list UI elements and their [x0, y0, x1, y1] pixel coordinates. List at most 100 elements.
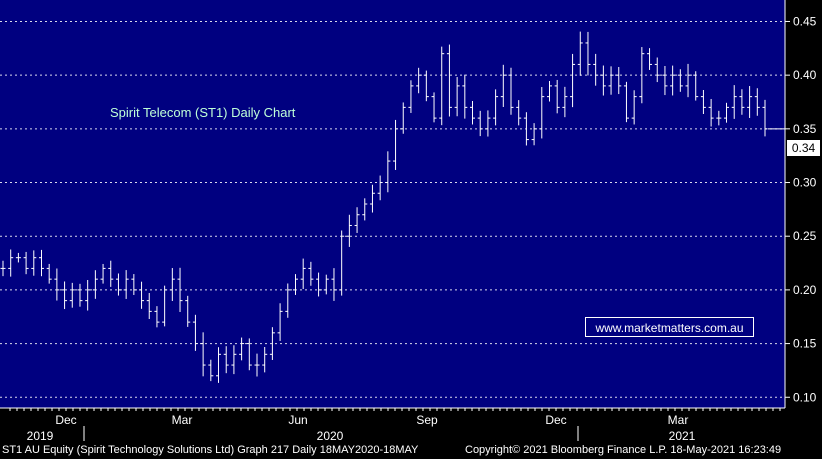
price-bar	[485, 110, 491, 137]
price-bar	[292, 274, 298, 295]
price-bar	[654, 57, 660, 83]
price-bar	[77, 283, 83, 307]
footer-security-info: ST1 AU Equity (Spirit Technology Solutio…	[2, 444, 419, 456]
website-watermark: www.marketmatters.com.au	[585, 317, 754, 337]
price-bar	[708, 98, 714, 127]
price-bar	[724, 102, 730, 123]
price-bar	[385, 151, 391, 193]
price-bar	[470, 100, 476, 125]
price-bar	[516, 100, 522, 126]
price-bar	[31, 250, 37, 276]
price-bar	[239, 337, 245, 361]
price-bar	[570, 53, 576, 108]
y-axis-strip	[785, 0, 822, 408]
y-tick-label: 0.45	[793, 14, 817, 28]
price-bar	[423, 70, 429, 102]
price-bar	[416, 67, 422, 94]
price-bar	[38, 249, 44, 277]
price-bar	[523, 112, 529, 146]
price-bar	[177, 267, 183, 312]
price-bar	[316, 272, 322, 297]
price-bar	[169, 268, 175, 302]
x-year-label: 2021	[669, 429, 696, 443]
price-bar	[192, 314, 198, 351]
price-bar	[15, 252, 21, 263]
price-bar	[546, 81, 552, 102]
footer-bar: ST1 AU Equity (Spirit Technology Solutio…	[0, 441, 822, 459]
price-bar	[747, 86, 753, 118]
price-bar	[531, 123, 537, 146]
price-bar	[739, 89, 745, 115]
price-bar	[439, 46, 445, 126]
price-bar	[554, 79, 560, 114]
price-bar	[154, 306, 160, 328]
price-bar	[131, 274, 137, 295]
price-bar	[693, 71, 699, 101]
price-bar	[162, 285, 168, 327]
price-bar	[647, 48, 653, 70]
price-bar	[200, 332, 206, 377]
price-bar	[716, 110, 722, 126]
price-bar	[23, 251, 29, 275]
x-month-label: Sep	[416, 413, 438, 427]
price-bar	[285, 283, 291, 318]
x-month-label: Jun	[288, 413, 307, 427]
price-bar	[508, 67, 514, 115]
footer-copyright: Copyright© 2021 Bloomberg Finance L.P. 1…	[465, 444, 782, 456]
x-month-label: Mar	[668, 413, 689, 427]
y-tick-label: 0.25	[793, 229, 817, 243]
price-bar	[277, 303, 283, 341]
y-tick-label: 0.35	[793, 122, 817, 136]
x-month-label: Dec	[55, 413, 76, 427]
price-bar	[670, 65, 676, 96]
price-bar	[331, 268, 337, 301]
y-tick-label: 0.10	[793, 390, 817, 404]
price-bar	[146, 292, 152, 320]
price-bar	[46, 263, 52, 284]
last-price-badge: 0.34	[787, 140, 820, 156]
price-bar	[308, 261, 314, 286]
price-bar	[731, 85, 737, 119]
price-bar	[185, 295, 191, 327]
chart-title: Spirit Telecom (ST1) Daily Chart	[110, 105, 296, 120]
price-bar	[262, 347, 268, 373]
price-bar	[231, 345, 237, 375]
price-bar	[500, 64, 506, 107]
x-year-label: 2019	[27, 429, 54, 443]
price-bar	[400, 102, 406, 134]
price-bar	[677, 69, 683, 92]
price-bar	[762, 99, 768, 137]
price-bar	[623, 81, 629, 123]
x-year-label: 2020	[317, 429, 344, 443]
price-bar	[100, 263, 106, 284]
price-bar	[393, 119, 399, 170]
price-bar	[346, 214, 352, 247]
price-bar	[269, 327, 275, 360]
y-tick-label: 0.20	[793, 283, 817, 297]
plot-background	[0, 0, 785, 408]
price-bar	[616, 67, 622, 95]
price-bar	[754, 88, 760, 116]
price-bar	[700, 89, 706, 115]
price-bar	[493, 89, 499, 126]
price-bar	[639, 47, 645, 104]
price-bar	[608, 66, 614, 95]
price-bar	[593, 53, 599, 86]
price-bar	[477, 110, 483, 137]
price-bar	[115, 273, 121, 296]
price-bar	[92, 270, 98, 299]
price-bar	[300, 258, 306, 289]
price-bar	[631, 90, 637, 125]
price-bar	[354, 207, 360, 233]
price-bar	[577, 31, 583, 76]
price-bar	[123, 270, 129, 299]
price-bar	[585, 31, 591, 76]
price-bar	[216, 347, 222, 383]
y-tick-label: 0.30	[793, 176, 817, 190]
y-tick-label: 0.40	[793, 68, 817, 82]
price-bar	[54, 268, 60, 301]
price-bar	[362, 198, 368, 221]
x-month-label: Mar	[172, 413, 193, 427]
